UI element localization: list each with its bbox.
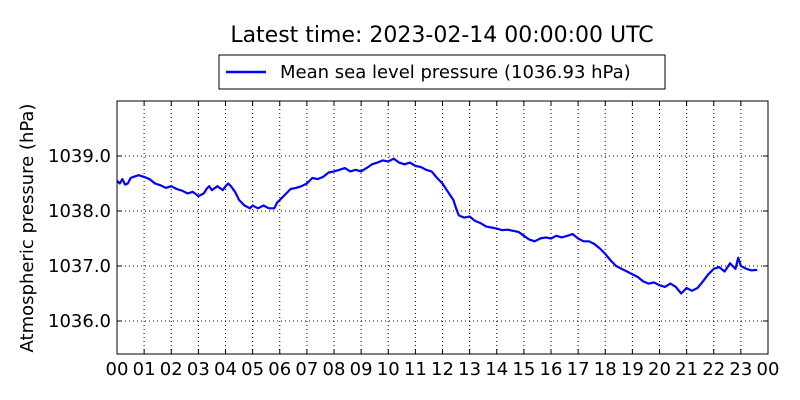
x-tick-label: 08 [323, 359, 346, 380]
legend-box [218, 54, 666, 90]
y-axis-label: Atmospheric pressure (hPa) [17, 104, 38, 353]
x-tick-label: 23 [729, 359, 752, 380]
x-tick-label: 01 [133, 359, 156, 380]
series-layer [116, 157, 758, 295]
x-tick-label: 20 [648, 359, 671, 380]
y-tick-label: 1036.0 [48, 311, 111, 332]
x-tick-label: 22 [702, 359, 725, 380]
legend-label: Mean sea level pressure (1036.93 hPa) [280, 62, 631, 83]
x-tick-label: 00 [106, 359, 129, 380]
x-tick-label: 18 [594, 359, 617, 380]
x-tick-label: 05 [241, 359, 264, 380]
x-tick-label: 17 [567, 359, 590, 380]
chart-title: Latest time: 2023-02-14 00:00:00 UTC [230, 23, 653, 48]
y-tick-label: 1038.0 [48, 201, 111, 222]
x-tick-label: 16 [540, 359, 563, 380]
series-line-mean-sea-level-pressure [116, 157, 758, 295]
x-tick-label: 03 [187, 359, 210, 380]
x-tick-label: 21 [675, 359, 698, 380]
x-tick-label: 06 [268, 359, 291, 380]
x-tick-label: 15 [512, 359, 535, 380]
x-tick-label: 09 [350, 359, 373, 380]
x-tick-label: 11 [404, 359, 427, 380]
x-tick-label: 00 [757, 359, 780, 380]
tick-layer: 00 01 02 03 04 05 06 07 08 09 10 11 12 13 14 15 16 17 18 19… [48, 101, 779, 380]
grid-layer [117, 101, 768, 354]
x-tick-label: 19 [621, 359, 644, 380]
x-tick-label: 14 [485, 359, 508, 380]
x-tick-label: 13 [458, 359, 481, 380]
x-tick-label: 12 [431, 359, 454, 380]
x-tick-label: 04 [214, 359, 237, 380]
y-tick-label: 1039.0 [48, 146, 111, 167]
x-tick-label: 10 [377, 359, 400, 380]
x-tick-label: 07 [295, 359, 318, 380]
x-tick-label: 02 [160, 359, 183, 380]
plot-frame [116, 100, 769, 355]
y-tick-label: 1037.0 [48, 256, 111, 277]
